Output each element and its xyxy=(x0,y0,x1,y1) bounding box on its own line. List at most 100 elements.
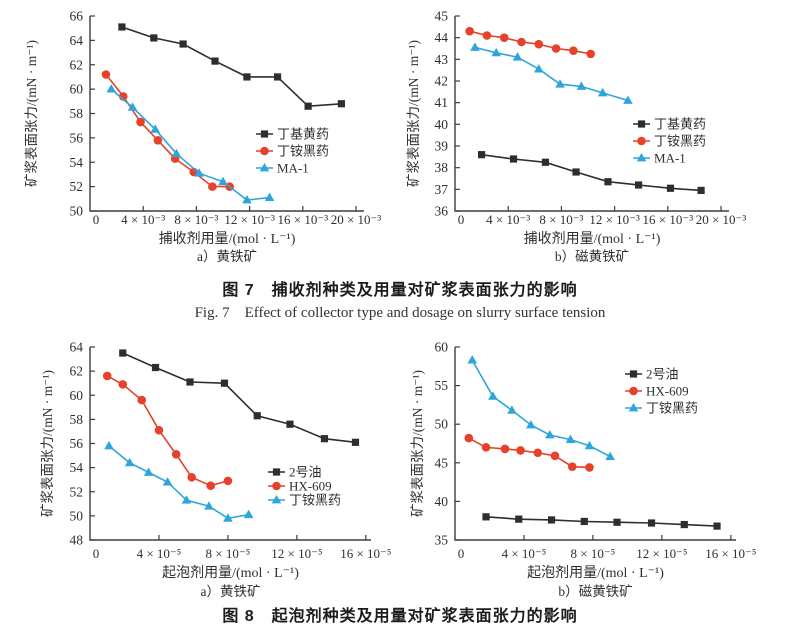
triangle-marker xyxy=(467,355,478,364)
chart-subcaption: a）黄铁矿 xyxy=(201,584,261,599)
triangle-marker xyxy=(491,47,502,57)
y-tick-label: 62 xyxy=(70,364,84,379)
triangle-marker xyxy=(545,430,555,439)
circle-marker xyxy=(551,44,561,53)
legend-item: HX-609 xyxy=(268,479,332,494)
series-丁基黄药 xyxy=(118,23,345,110)
y-tick-label: 66 xyxy=(70,9,84,24)
circle-marker xyxy=(586,49,595,59)
circle-marker xyxy=(585,463,594,472)
y-tick-label: 58 xyxy=(70,106,84,121)
series-line xyxy=(122,352,356,444)
axes xyxy=(89,16,364,212)
circle-marker xyxy=(136,117,145,127)
y-tick-label: 62 xyxy=(70,57,84,72)
circle-marker xyxy=(567,462,577,471)
x-tick-label: 8 × 10⁻⁵ xyxy=(206,546,251,561)
y-tick-label: 40 xyxy=(435,494,449,509)
square-marker xyxy=(697,186,705,195)
square-marker xyxy=(666,184,675,192)
series-line xyxy=(105,74,230,188)
square-marker xyxy=(572,168,580,176)
chart-subcaption: b）磁黄铁矿 xyxy=(555,249,629,264)
legend-label: 丁铵黑药 xyxy=(646,401,698,416)
square-marker xyxy=(272,468,281,476)
x-axis-title: 捕收剂用量/(mol · L⁻¹) xyxy=(159,231,296,247)
legend-item: 丁铵黑药 xyxy=(625,401,698,416)
square-marker xyxy=(647,519,656,527)
y-tick-label: 52 xyxy=(70,179,84,194)
square-marker xyxy=(478,151,486,159)
triangle-marker xyxy=(162,477,173,486)
series-line xyxy=(485,516,718,527)
x-tick-label: 4 × 10⁻³ xyxy=(486,212,530,227)
square-marker xyxy=(634,181,643,189)
x-tick-label: 16 × 10⁻⁵ xyxy=(705,546,756,561)
triangle-marker xyxy=(104,440,114,450)
square-marker xyxy=(482,513,490,521)
x-tick-label: 8 × 10⁻⁵ xyxy=(571,546,616,561)
y-tick-label: 38 xyxy=(435,160,449,175)
x-tick-label: 16 × 10⁻⁵ xyxy=(340,546,391,561)
circle-marker xyxy=(153,136,163,145)
circle-marker xyxy=(260,146,269,156)
triangle-marker xyxy=(555,79,565,88)
series-line xyxy=(481,153,702,192)
triangle-marker xyxy=(470,42,480,51)
series-HX-609 xyxy=(464,433,594,472)
x-tick-label: 0 xyxy=(93,546,100,561)
square-marker xyxy=(260,130,269,138)
triangle-marker xyxy=(243,509,254,519)
square-marker xyxy=(211,57,219,65)
x-tick-label: 0 xyxy=(458,546,465,561)
legend-item: 丁铵黑药 xyxy=(633,134,706,149)
legend-label: 丁铵黑药 xyxy=(654,134,706,149)
x-tick-label: 0 xyxy=(458,212,465,227)
circle-marker xyxy=(516,446,525,455)
axes xyxy=(454,347,736,541)
series-MA-1 xyxy=(106,84,275,204)
series-丁基黄药 xyxy=(478,151,705,195)
legend-label: MA-1 xyxy=(277,161,309,176)
y-tick-label: 64 xyxy=(70,340,84,355)
y-tick-label: 50 xyxy=(70,204,84,219)
triangle-marker xyxy=(150,124,160,133)
legend-item: 丁基黄药 xyxy=(633,117,706,132)
triangle-marker xyxy=(218,176,228,186)
figure8-caption-zh: 图 8 起泡剂种类及用量对矿浆表面张力的影响 xyxy=(222,608,578,625)
square-marker xyxy=(243,73,251,81)
y-tick-label: 40 xyxy=(435,117,449,132)
triangle-marker xyxy=(533,64,544,73)
y-tick-label: 37 xyxy=(435,182,449,197)
y-tick-label: 60 xyxy=(70,388,84,403)
legend: 2号油 HX-609 丁铵黑药 xyxy=(625,367,698,416)
circle-marker xyxy=(206,481,215,491)
square-marker xyxy=(713,522,721,530)
y-tick-label: 36 xyxy=(435,204,449,219)
x-tick-label: 12 × 10⁻³ xyxy=(589,212,640,227)
triangle-marker xyxy=(194,168,204,177)
circle-marker xyxy=(499,33,509,42)
square-marker xyxy=(253,412,261,420)
y-axis-title: 矿浆表面张力/(mN · m⁻¹) xyxy=(406,40,421,187)
triangle-marker xyxy=(171,148,182,158)
triangle-marker xyxy=(223,513,233,522)
triangle-marker xyxy=(526,419,536,429)
y-tick-label: 55 xyxy=(435,378,449,393)
series-line xyxy=(474,46,629,102)
circle-marker xyxy=(464,433,474,443)
square-marker xyxy=(179,40,187,48)
square-marker xyxy=(186,378,194,386)
figure7-caption-en: Fig. 7 Effect of collector type and dosa… xyxy=(194,305,606,321)
y-tick-label: 60 xyxy=(435,340,449,355)
series-丁铵黑药 xyxy=(467,355,615,461)
legend-item: 2号油 xyxy=(625,367,679,382)
triangle-marker xyxy=(584,440,595,450)
series-2号油 xyxy=(482,513,721,530)
y-tick-label: 54 xyxy=(70,460,84,475)
circle-marker xyxy=(482,31,492,40)
triangle-marker xyxy=(565,434,576,444)
figure8-charts-row: 48 50 52 54 56 58 60 62 64 0 4 × 10⁻⁵ 8 × 10⁻⁵ 12 × … xyxy=(0,330,800,607)
